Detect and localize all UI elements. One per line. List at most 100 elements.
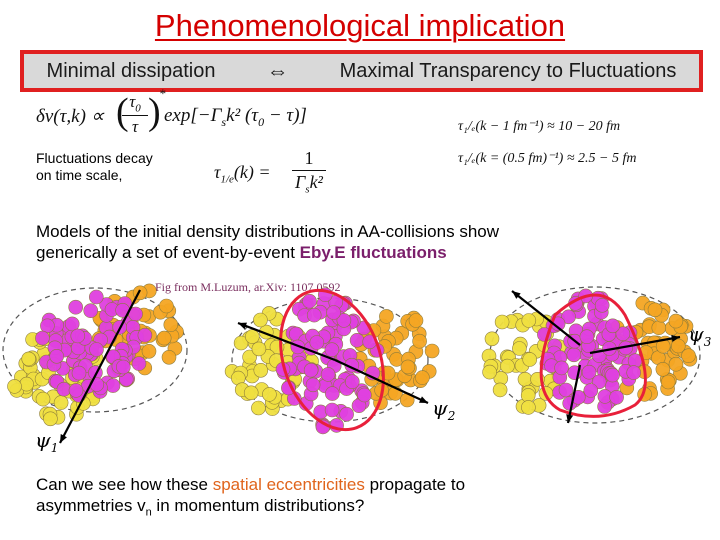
nucleon xyxy=(245,329,260,344)
nucleon xyxy=(40,318,55,334)
nucleon xyxy=(408,313,424,328)
nucleon xyxy=(594,297,610,313)
fluctuations-line2: on time scale, xyxy=(36,167,123,183)
panel-1 xyxy=(2,283,188,444)
arrow-head-icon xyxy=(512,291,521,299)
dashed-outline xyxy=(2,287,188,413)
eccentricities-highlight: spatial eccentricities xyxy=(212,475,365,494)
nucleon-figure: ψ1 ψ2 ψ3 xyxy=(2,283,712,455)
models-line1: Models of the initial density distributi… xyxy=(36,222,500,241)
eq1-rhs: exp[−Γsk² (τ0 − τ)] xyxy=(164,105,307,129)
question-line2: asymmetries vn in momentum distributions… xyxy=(36,496,365,519)
nucleon xyxy=(105,378,121,393)
nucleon xyxy=(253,312,268,328)
nucleon xyxy=(303,362,319,378)
nucleon xyxy=(89,377,105,392)
axis-arrow xyxy=(334,359,429,404)
axis-arrow xyxy=(59,289,141,444)
nucleon xyxy=(517,372,533,387)
nucleon xyxy=(71,365,87,381)
equation-timescale-2: τ₁/ₑ(k = (0.5 fm)⁻¹) ≈ 2.5 − 5 fm xyxy=(458,151,637,166)
nucleon xyxy=(53,395,69,410)
eq1-exponent: * xyxy=(159,86,166,101)
nucleon xyxy=(70,328,86,344)
nucleon xyxy=(561,309,576,325)
nucleon xyxy=(339,406,354,422)
axis-arrow xyxy=(566,364,582,424)
nucleon xyxy=(521,313,537,328)
psi3-label: ψ3 xyxy=(688,322,712,349)
nucleon xyxy=(492,382,508,398)
nucleon xyxy=(156,330,172,346)
banner-right: Maximal Transparency to Fluctuations xyxy=(339,59,677,82)
nucleon xyxy=(49,349,65,364)
nucleon xyxy=(320,367,336,382)
nucleon xyxy=(163,317,179,333)
psi1-label: ψ1 xyxy=(35,428,58,455)
nucleon xyxy=(309,335,325,350)
nucleon xyxy=(651,320,667,336)
nucleon xyxy=(68,383,84,398)
nucleon xyxy=(262,387,277,402)
nucleon xyxy=(21,351,37,367)
eccentricity-outline xyxy=(279,288,385,432)
nucleon xyxy=(424,343,440,359)
nucleon xyxy=(605,318,621,334)
nucleon xyxy=(141,344,157,359)
nucleon xyxy=(68,299,83,315)
nucleon xyxy=(400,359,416,375)
arrow-head-icon xyxy=(419,396,428,403)
nucleon xyxy=(7,379,22,394)
nucleon xyxy=(116,359,131,375)
axis-arrow xyxy=(589,335,681,355)
nucleon xyxy=(415,370,430,385)
nucleon xyxy=(324,342,340,357)
panel-3 xyxy=(481,286,701,424)
eq2-den: Γsk² xyxy=(295,172,323,196)
nucleon xyxy=(89,342,104,357)
nucleon xyxy=(484,331,500,347)
nucleon xyxy=(161,350,177,365)
nucleon xyxy=(660,374,676,390)
eq1-lhs: δv(τ,k) ∝ xyxy=(36,106,105,127)
nucleon xyxy=(412,333,427,349)
nucleon xyxy=(19,376,34,392)
question-line1: Can we see how these spatial eccentricit… xyxy=(36,475,466,494)
triangular-outline xyxy=(539,293,647,418)
arrow-head-icon xyxy=(60,434,67,443)
axis-arrow xyxy=(511,290,581,346)
psi2-label: ψ2 xyxy=(432,396,455,423)
nucleon xyxy=(566,347,582,363)
nucleon xyxy=(137,327,153,343)
nucleon xyxy=(43,411,58,427)
fluctuations-line1: Fluctuations decay xyxy=(36,150,153,166)
arrow-head-icon xyxy=(238,322,247,330)
eq2-num: 1 xyxy=(304,148,314,168)
nucleon xyxy=(554,360,569,376)
nucleon xyxy=(668,356,684,372)
banner-left: Minimal dissipation xyxy=(46,59,216,82)
nucleon xyxy=(324,386,340,401)
panel-2 xyxy=(224,287,440,435)
slide-title: Phenomenological implication xyxy=(154,8,566,43)
nucleon xyxy=(306,307,322,323)
nucleon xyxy=(336,313,352,328)
eq2-lhs: τ xyxy=(214,162,221,182)
axis-arrow xyxy=(237,321,336,362)
nucleon xyxy=(581,364,597,380)
nucleon xyxy=(482,364,497,380)
nucleon xyxy=(522,352,538,367)
nucleon xyxy=(253,363,269,378)
nucleon xyxy=(243,385,259,401)
nucleon xyxy=(647,302,663,318)
nucleon xyxy=(626,365,642,380)
nucleon xyxy=(89,289,104,305)
eq2-fraction: 1 Γsk² xyxy=(292,148,326,196)
nucleon xyxy=(615,326,631,342)
arrow-head-icon xyxy=(671,335,680,342)
nucleon xyxy=(655,362,671,377)
double-arrow-icon: ⇔ xyxy=(266,58,289,83)
fluctuations-label: Fluctuations decay on time scale, xyxy=(36,150,153,184)
nucleon xyxy=(251,341,267,357)
nucleon xyxy=(349,333,365,348)
